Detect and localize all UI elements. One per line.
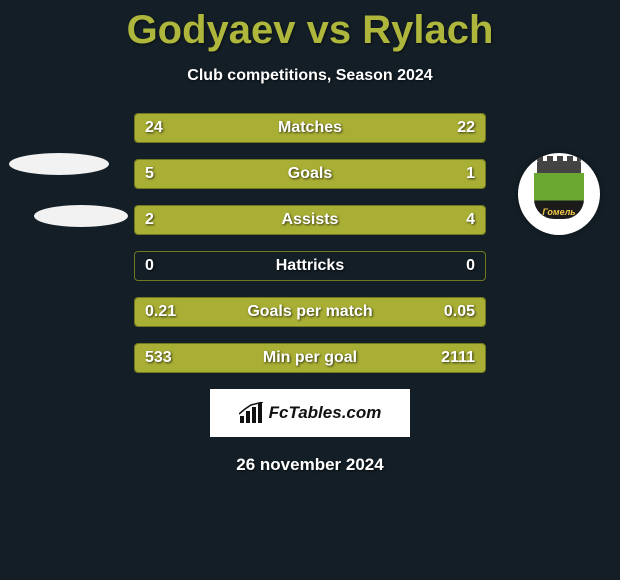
player-right-crest: Гомель [518,153,600,235]
player-left-badge [14,153,104,243]
bar-row: Min per goal5332111 [134,343,486,373]
bar-value-right: 0.05 [434,298,485,326]
silhouette-icon [34,205,128,227]
bar-label: Hattricks [135,252,485,280]
bar-value-left: 533 [135,344,182,372]
bar-label: Assists [135,206,485,234]
page-date: 26 november 2024 [0,455,620,475]
bar-value-left: 24 [135,114,173,142]
brand-text: FcTables.com [269,403,382,423]
bar-label: Matches [135,114,485,142]
bar-row: Goals5 1 [134,159,486,189]
bar-value-left: 0 [135,252,164,280]
bar-value-right: 2111 [431,344,485,372]
bar-row: Hattricks0 0 [134,251,486,281]
bar-row: Assists2 4 [134,205,486,235]
bar-row: Matches24 22 [134,113,486,143]
page-title: Godyaev vs Rylach [0,0,620,53]
content-area: Гомель Matches2422Goals51Assists24Hattri… [0,113,620,475]
bar-value-left: 5 [135,160,164,188]
brand-box: FcTables.com [210,389,410,437]
bar-value-right: 22 [447,114,485,142]
crest-label: Гомель [534,207,584,217]
bar-value-right: 1 [456,160,485,188]
page-subtitle: Club competitions, Season 2024 [0,67,620,85]
crest-wall-icon [537,161,581,173]
bar-row: Goals per match0.21 0.05 [134,297,486,327]
bar-value-left: 2 [135,206,164,234]
bar-label: Goals [135,160,485,188]
bar-chart-icon [239,402,265,424]
bar-value-right: 4 [456,206,485,234]
bar-label: Goals per match [135,298,485,326]
comparison-bars: Matches2422Goals51Assists24Hattricks00Go… [134,113,486,373]
bar-value-left: 0.21 [135,298,186,326]
bar-value-right: 0 [456,252,485,280]
crest-shield-icon: Гомель [534,173,584,219]
silhouette-icon [9,153,109,175]
